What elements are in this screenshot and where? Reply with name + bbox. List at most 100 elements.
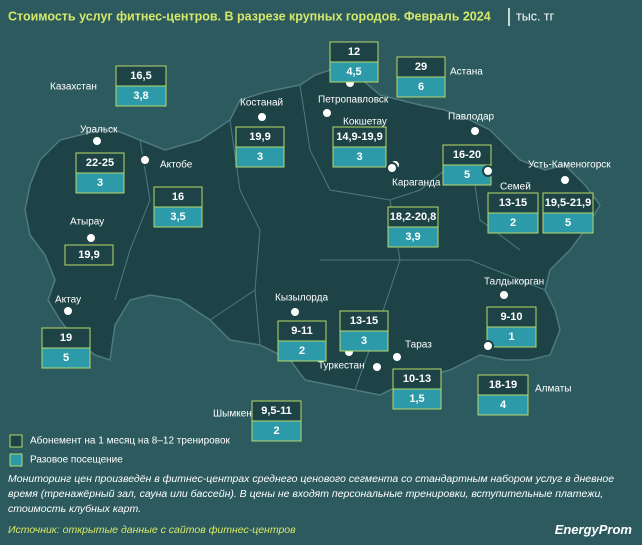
monthly-price: 13-15 (499, 197, 527, 209)
monthly-price: 9-10 (500, 311, 522, 323)
single-box (542, 212, 594, 234)
logo: EnergyProm (554, 522, 632, 537)
single-price: 4 (500, 399, 507, 411)
city-name: Уральск (80, 125, 118, 136)
single-box (332, 146, 387, 168)
city-name: Алматы (535, 384, 572, 395)
city-name: Тараз (405, 340, 432, 351)
city-dot (321, 107, 333, 119)
city-dot (386, 162, 398, 174)
legend: Абонемент на 1 месяц на 8–12 тренировок … (9, 434, 231, 467)
city-dot (289, 306, 301, 318)
monthly-price: 22-25 (86, 157, 114, 169)
city-name: Караганда (392, 178, 441, 189)
source: Источник: открытые данные с сайтов фитне… (8, 524, 296, 536)
single-box (115, 85, 167, 107)
region-borders (114, 84, 546, 391)
city-dot (391, 351, 403, 363)
city-name: Павлодар (448, 112, 495, 123)
city-dot (482, 165, 494, 177)
city-name: Туркестан (318, 361, 365, 372)
single-price: 3,8 (133, 90, 148, 102)
city-name: Актау (55, 295, 81, 306)
single-price: 3 (361, 335, 367, 347)
single-price: 2 (510, 217, 516, 229)
city-name: Кокшетау (343, 117, 387, 128)
single-price: 3,9 (405, 231, 420, 243)
single-price: 5 (565, 217, 571, 229)
city-dot (498, 289, 510, 301)
monthly-price: 10-13 (403, 373, 431, 385)
single-box (329, 61, 379, 83)
legend-swatch (9, 453, 23, 467)
city-name: Астана (450, 67, 483, 78)
legend-label: Абонемент на 1 месяц на 8–12 тренировок (30, 435, 231, 447)
single-box (396, 76, 446, 98)
legend-swatch (9, 434, 23, 448)
city-name: Костанай (240, 98, 283, 109)
single-box (392, 388, 442, 410)
monthly-price: 16-20 (453, 149, 481, 161)
city-name: Талдыкорган (484, 277, 544, 288)
single-box (339, 330, 389, 352)
city-dot (139, 154, 151, 166)
single-price: 1,5 (409, 393, 424, 405)
monthly-price: 19,9 (249, 131, 270, 143)
monthly-price: 18-19 (489, 379, 517, 391)
monthly-price: 12 (348, 46, 360, 58)
single-box (41, 347, 91, 369)
city-dot (559, 174, 571, 186)
city-name: Усть-Каменогорск (528, 160, 611, 171)
single-box (251, 420, 302, 442)
city-dot (469, 125, 481, 137)
legend-label: Разовое посещение (30, 455, 123, 466)
single-price: 5 (63, 352, 69, 364)
monthly-price: 19 (60, 332, 72, 344)
city-dot (91, 135, 103, 147)
single-box (277, 340, 327, 362)
city-name: Актобе (160, 159, 193, 171)
monthly-price: 13-15 (350, 315, 378, 327)
monthly-price: 16 (172, 191, 184, 203)
city-name: Шымкент (213, 409, 257, 420)
city-dot (371, 361, 383, 373)
unit: тыс. тг (516, 9, 555, 23)
single-box (387, 226, 439, 248)
single-box (477, 394, 529, 416)
single-price: 3,5 (170, 211, 185, 223)
single-box (486, 326, 537, 348)
monthly-price: 9-11 (291, 325, 312, 337)
city-name: Петропавловск (318, 95, 389, 106)
single-price: 3 (257, 151, 263, 163)
title: Стоимость услуг фитнес-центров. В разрез… (8, 9, 491, 23)
monthly-box (64, 244, 114, 266)
note: Мониторинг цен произведён в фитнес-центр… (8, 473, 615, 515)
monthly-price: 9,5-11 (261, 405, 292, 417)
city-dot (62, 305, 74, 317)
single-price: 5 (464, 169, 470, 181)
monthly-price: 29 (415, 61, 427, 73)
city-dot (482, 340, 494, 352)
single-price: 2 (299, 345, 305, 357)
monthly-price: 19,9 (78, 249, 99, 261)
city-name: Семей (500, 182, 531, 193)
city-name: Атырау (70, 217, 104, 228)
city-name: Кызылорда (275, 293, 328, 304)
single-box (153, 206, 203, 228)
monthly-price: 18,2-20,8 (390, 211, 436, 223)
city-dot (85, 232, 97, 244)
city-dot (256, 111, 268, 123)
single-box (75, 172, 125, 194)
single-box (235, 146, 285, 168)
single-box (487, 212, 539, 234)
single-price: 3 (356, 151, 362, 163)
single-price: 4,5 (346, 66, 361, 78)
single-price: 2 (273, 425, 279, 437)
city-name: Казахстан (50, 82, 97, 93)
single-price: 6 (418, 81, 424, 93)
single-price: 3 (97, 177, 103, 189)
single-price: 1 (508, 331, 514, 343)
monthly-price: 19,5-21,9 (545, 197, 591, 209)
